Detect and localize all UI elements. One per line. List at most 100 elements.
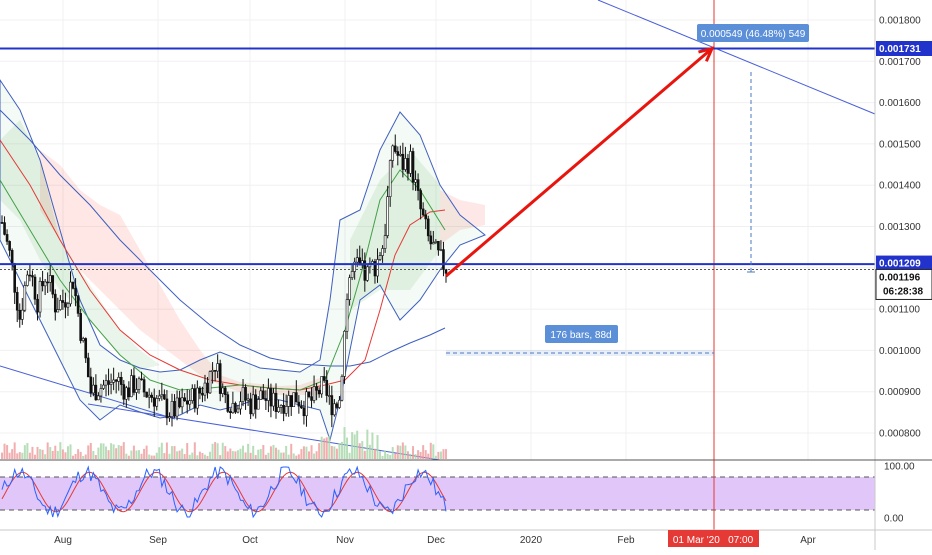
candle-body (300, 405, 303, 409)
volume-bar (379, 451, 382, 459)
candle-body (262, 390, 265, 400)
candle-body (216, 363, 219, 372)
candle-body (114, 379, 118, 382)
oscillator-pane (0, 465, 875, 519)
volume-bar (427, 453, 430, 459)
candle-body (287, 395, 290, 407)
candle-body (239, 401, 242, 410)
price-tick-label: 0.001000 (879, 346, 921, 357)
volume-bar (82, 455, 85, 459)
candle-body (302, 407, 306, 417)
volume-bar (181, 448, 184, 459)
volume-bar (338, 443, 341, 459)
candle-body (218, 363, 222, 394)
candle-body (155, 398, 159, 407)
candle-body (231, 403, 235, 414)
candle-body (112, 379, 115, 383)
candle-body (289, 395, 293, 407)
volume-bar (158, 447, 161, 459)
candle-body (416, 179, 420, 191)
volume-bar (422, 445, 425, 459)
cloud-green (0, 120, 160, 370)
volume-bar (297, 454, 300, 459)
volume-bar (216, 443, 219, 459)
volume-bar (115, 448, 118, 459)
candle-body (213, 370, 217, 372)
candle-body (28, 274, 32, 277)
drawings: 0.000549 (46.48%) 549 176 bars, 88d (0, 0, 875, 530)
candle-body (221, 387, 225, 394)
candle-body (132, 375, 136, 393)
price-tick-label: 0.001800 (879, 16, 921, 27)
candle-body (117, 377, 121, 382)
volume-bar (110, 443, 113, 459)
volume-bar (302, 446, 305, 459)
volume-bar (196, 455, 199, 459)
volume-bar (348, 452, 351, 459)
candle-body (196, 387, 199, 409)
candle-body (59, 300, 62, 310)
volume-bar (163, 453, 166, 459)
volume-bar (325, 437, 328, 459)
candle-body (256, 399, 260, 410)
candle-body (94, 384, 98, 401)
price-tick-label: 0.001500 (879, 139, 921, 150)
candle-body (76, 295, 80, 314)
price-tick-label: 0.001600 (879, 98, 921, 109)
price-tick-label: 0.001400 (879, 181, 921, 192)
moving-average-short (0, 169, 446, 391)
volume-bar (247, 443, 250, 459)
volume-bar (3, 443, 6, 459)
candle-body (119, 377, 123, 385)
candle-body (180, 397, 184, 408)
volume-bar (145, 445, 148, 459)
volume-bar (330, 445, 333, 459)
volume-bar (183, 454, 186, 459)
volume-bar (33, 454, 36, 459)
volume-bar (168, 453, 171, 459)
volume-bar (36, 446, 39, 459)
candle-body (48, 275, 52, 283)
candle-body (340, 376, 344, 401)
candle-body (409, 151, 412, 174)
volume-bar (384, 450, 387, 459)
volume-bar (1, 452, 3, 459)
candle-body (92, 384, 95, 394)
candle-body (206, 382, 209, 394)
candle-body (142, 379, 146, 393)
volume-bar (401, 442, 404, 459)
oscillator-tick-label: 100.00 (884, 462, 915, 473)
volume-bar (64, 452, 67, 459)
volume-bar (404, 445, 407, 459)
volume-bar (333, 446, 336, 459)
volume-bar (127, 455, 130, 459)
volume-bar (234, 451, 237, 459)
volume-bar (318, 443, 321, 459)
candle-body (18, 309, 22, 320)
candle-body (0, 222, 4, 224)
volume-bar (371, 432, 374, 459)
time-tick-label: 2020 (520, 535, 543, 546)
candle-body (66, 303, 70, 308)
candle-body (36, 298, 39, 313)
target-price-label: 0.001731 (879, 44, 921, 55)
price-tick-label: 0.001700 (879, 57, 921, 68)
candle-body (208, 371, 212, 394)
candle-body (251, 394, 255, 415)
volume-bar (150, 455, 153, 459)
volume-bar (320, 436, 323, 459)
volume-bar (94, 455, 97, 459)
volume-bar (11, 449, 14, 459)
support-price-label: 0.001209 (879, 259, 921, 270)
volume-bar (249, 452, 252, 459)
volume-bar (394, 453, 397, 459)
candle-body (249, 398, 252, 415)
volume-bar (125, 453, 128, 459)
volume-bar (178, 450, 181, 459)
volume-bar (442, 449, 445, 459)
volume-bar (346, 437, 349, 459)
candle-body (378, 255, 382, 260)
volume-bar (373, 448, 376, 459)
candle-body (363, 260, 367, 281)
volume-bar (351, 432, 354, 459)
